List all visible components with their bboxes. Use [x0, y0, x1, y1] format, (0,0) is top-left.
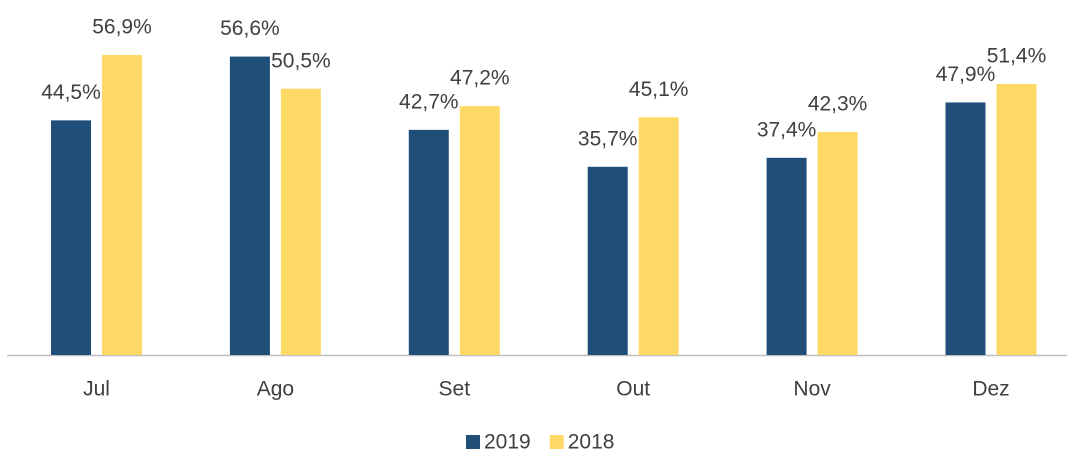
bar	[945, 102, 986, 356]
bar	[229, 56, 270, 355]
data-label: 45,1%	[629, 78, 689, 101]
data-label: 56,6%	[220, 17, 280, 40]
bar	[408, 129, 449, 355]
legend-swatch	[549, 435, 564, 449]
bar	[587, 166, 628, 355]
bar	[459, 106, 500, 355]
data-label: 56,9%	[92, 16, 152, 39]
bar	[817, 131, 858, 355]
bar	[51, 120, 91, 355]
bar	[766, 157, 807, 355]
data-label: 35,7%	[578, 127, 638, 150]
bar	[638, 117, 679, 355]
x-tick-label: Ago	[257, 378, 294, 401]
bar	[280, 88, 321, 355]
data-label: 47,2%	[450, 67, 510, 90]
data-label: 51,4%	[987, 45, 1047, 68]
x-tick-label: Jul	[83, 378, 110, 401]
x-tick-label: Set	[439, 378, 471, 401]
x-tick-label: Dez	[972, 378, 1009, 401]
data-label: 50,5%	[271, 49, 331, 72]
x-tick-label: Out	[616, 378, 650, 401]
data-label: 37,4%	[757, 118, 817, 141]
legend-swatch	[466, 435, 480, 449]
data-label: 42,7%	[399, 90, 459, 113]
legend-label: 2019	[484, 431, 531, 454]
data-label: 44,5%	[41, 81, 101, 104]
bar	[996, 83, 1037, 356]
x-tick-label: Nov	[793, 378, 831, 401]
bar	[102, 55, 142, 355]
data-label: 42,3%	[808, 93, 868, 116]
data-label: 47,9%	[936, 63, 996, 86]
legend-label: 2018	[568, 431, 615, 454]
